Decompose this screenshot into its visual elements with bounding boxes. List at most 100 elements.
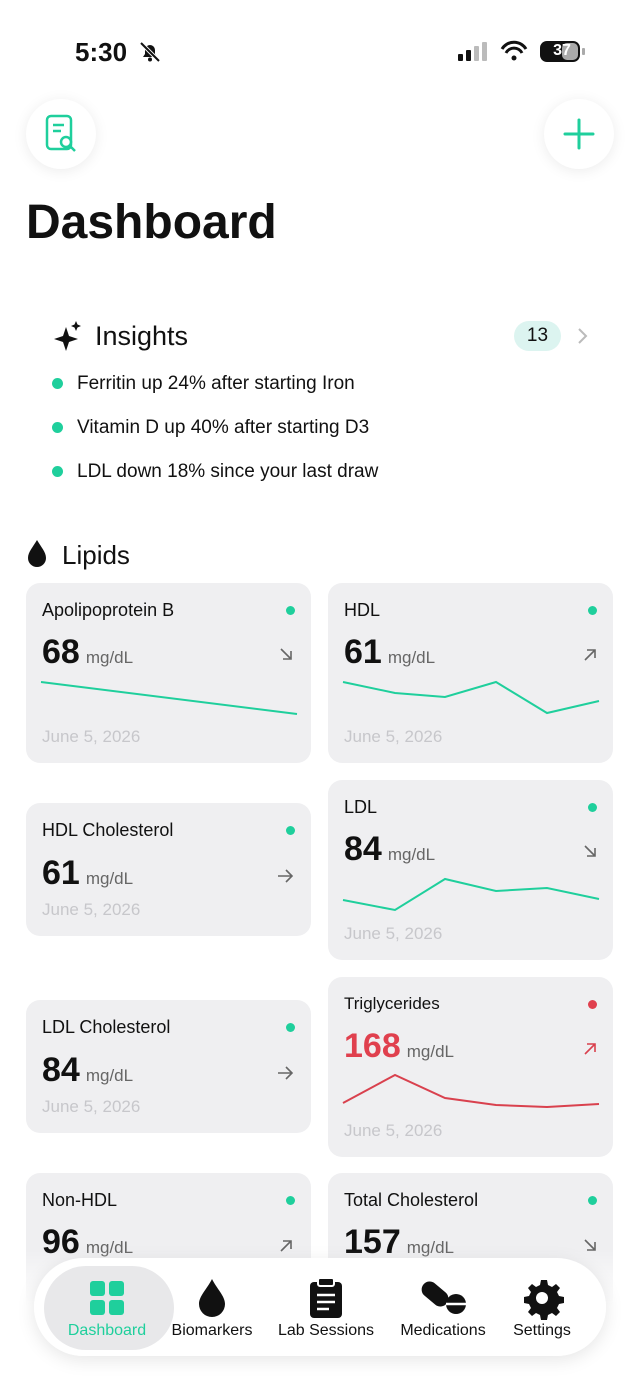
decor [511,55,517,61]
decor [588,803,597,812]
decor [504,46,524,54]
decor: 61 mg/dL [344,633,435,672]
card-value: 84 [42,1051,80,1089]
decor [563,118,595,150]
insights-count[interactable]: 13 [514,321,561,351]
card-date: June 5, 2026 [42,1097,141,1116]
decor [280,1240,292,1252]
decor [342,680,600,715]
decor [40,648,298,715]
chevron [578,328,588,344]
card-value: 68 [42,633,80,671]
bullet [52,378,63,389]
card-date: June 5, 2026 [42,727,141,746]
card-name: LDL [344,797,378,817]
decor [90,1281,105,1296]
decor [199,1279,225,1317]
decor [582,48,585,55]
drop-icon [28,540,46,567]
decor [90,1300,105,1315]
decor [286,1196,295,1205]
decor [317,1293,335,1311]
decor [317,1277,335,1287]
card-name: Apolipoprotein B [42,600,175,620]
decor [584,649,596,661]
decor [342,877,600,912]
sparkle-icon [54,321,81,351]
card-unit: mg/dL [387,648,436,667]
card-value: 61 [42,854,80,892]
decor [278,1066,294,1080]
card[interactable]: Triglycerides 168 mg/dL June 5, 2026 [328,977,613,1157]
card-unit: mg/dL [85,1066,134,1085]
decor [482,42,487,61]
decor [54,327,78,351]
decor: 168 mg/dL [344,1027,454,1066]
decor [286,1023,295,1032]
decor [278,869,294,883]
card[interactable]: HDL Cholesterol 61 mg/dL June 5, 2026 [26,803,311,936]
tab-label[interactable]: Biomarkers [171,1322,253,1339]
decor [286,826,295,835]
card-name: Triglycerides [344,994,440,1013]
tab-label[interactable]: Dashboard [67,1322,147,1339]
decor [562,43,578,60]
decor [584,845,596,857]
decor [588,1000,597,1009]
card-value: 168 [344,1027,401,1065]
card-unit: mg/dL [387,845,436,864]
tab-label[interactable]: Lab Sessions [277,1322,375,1339]
decor [280,648,292,660]
card-name: LDL Cholesterol [42,1017,171,1037]
bullet [52,422,63,433]
decor [280,1240,292,1252]
decor [342,1043,600,1109]
decor [466,50,471,61]
insight: Ferritin up 24% after starting Iron [77,373,355,394]
decor [69,145,76,152]
decor [278,1066,294,1080]
card-unit: mg/dL [85,648,134,667]
decor [458,54,463,61]
card[interactable]: HDL 61 mg/dL June 5, 2026 [328,583,613,763]
decor [109,1281,124,1296]
decor [28,540,46,567]
decor [59,135,73,149]
decor [286,606,295,615]
decor [140,42,160,62]
card-date: June 5, 2026 [344,1121,443,1140]
bell-off [139,41,161,63]
tab-icons [90,1277,564,1320]
card[interactable]: Apolipoprotein B 68 mg/dL June 5, 2026 [26,583,311,763]
insight: Vitamin D up 40% after starting D3 [77,417,370,438]
insights-title: Insights [95,321,189,351]
card[interactable]: LDL Cholesterol 84 mg/dL June 5, 2026 [26,1000,311,1133]
card-date: June 5, 2026 [344,727,443,746]
bullet [52,466,63,477]
decor: 84 mg/dL [344,830,435,869]
insight: LDL down 18% since your last draw [77,461,379,482]
add-button[interactable] [544,99,614,169]
report-button[interactable] [26,99,96,169]
card-date: June 5, 2026 [42,900,141,919]
tab-label[interactable]: Medications [400,1322,486,1339]
card[interactable]: LDL 84 mg/dL June 5, 2026 [328,780,613,960]
decor [109,1300,124,1315]
card-date: June 5, 2026 [344,924,443,943]
decor [578,328,588,344]
decor [342,1073,600,1109]
tab-label[interactable]: Settings [513,1322,571,1339]
decor [584,1043,596,1055]
decor [71,321,81,331]
status-icons [458,40,585,62]
decor [421,1281,449,1307]
card-unit: mg/dL [85,869,134,888]
card-name: Total Cholesterol [344,1190,479,1210]
decor [148,57,152,62]
battery: 37 [553,42,571,59]
decor [588,1196,597,1205]
card-value: 84 [344,830,382,868]
decor [584,1239,596,1251]
decor [45,114,73,151]
